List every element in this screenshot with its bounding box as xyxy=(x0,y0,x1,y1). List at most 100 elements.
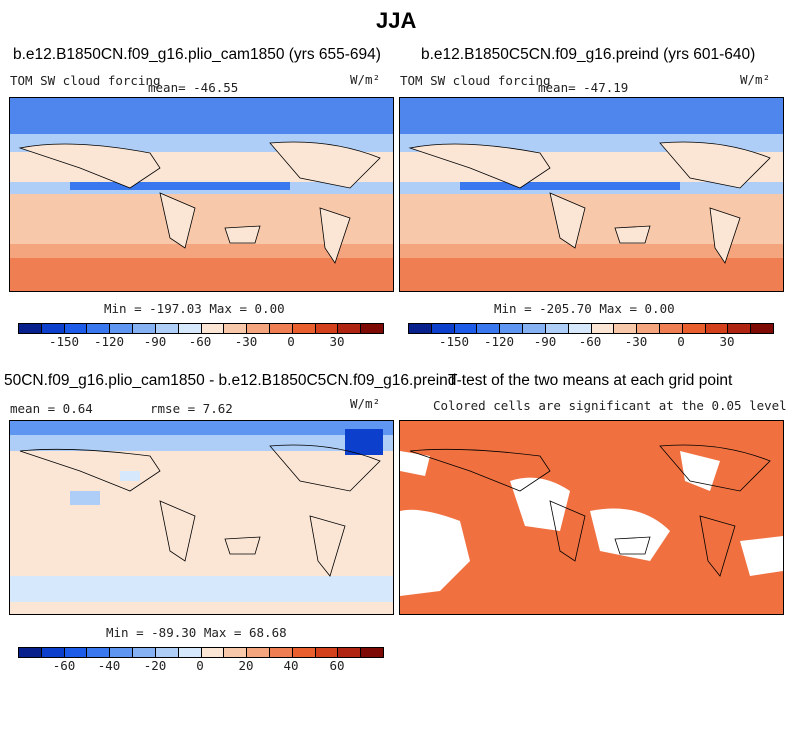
colorbar-swatch xyxy=(591,324,615,333)
colorbar-swatch xyxy=(41,648,65,657)
panel2-colorbar xyxy=(408,323,774,334)
colorbar-swatch xyxy=(361,648,383,657)
panel4-title: T-test of the two means at each grid poi… xyxy=(448,372,733,389)
colorbar-tick-label: -30 xyxy=(234,334,258,349)
panel1-map xyxy=(9,97,394,292)
colorbar-tick-label: -120 xyxy=(483,334,515,349)
panel2-colorbar-ticks: -150 -120 -90 -60 -30 0 30 xyxy=(408,334,772,350)
panel3-colorbar-ticks: -60 -40 -20 0 20 40 60 xyxy=(18,658,382,674)
panel1-title: b.e12.B1850CN.f09_g16.plio_cam1850 (yrs … xyxy=(13,46,381,63)
colorbar-tick-label: 20 xyxy=(238,658,254,673)
panel2-units: W/m² xyxy=(740,72,771,87)
panel3-map-svg xyxy=(10,421,393,614)
colorbar-swatch xyxy=(19,324,42,333)
colorbar-swatch xyxy=(133,324,156,333)
colorbar-swatch xyxy=(659,324,683,333)
colorbar-swatch xyxy=(523,324,546,333)
panel1-variable: TOM SW cloud forcing xyxy=(10,73,161,88)
colorbar-tick-label: -60 xyxy=(188,334,212,349)
colorbar-swatch xyxy=(155,648,179,657)
colorbar-swatch xyxy=(338,324,362,333)
panel3-minmax: Min = -89.30 Max = 68.68 xyxy=(106,625,287,640)
panel2-mean: mean= -47.19 xyxy=(538,80,629,95)
colorbar-swatch xyxy=(751,324,773,333)
colorbar-tick-label: -60 xyxy=(52,658,76,673)
colorbar-swatch xyxy=(454,324,478,333)
colorbar-swatch xyxy=(338,648,362,657)
colorbar-swatch xyxy=(110,648,134,657)
colorbar-swatch xyxy=(292,648,316,657)
colorbar-swatch xyxy=(477,324,501,333)
colorbar-swatch xyxy=(87,648,111,657)
colorbar-swatch xyxy=(133,648,156,657)
panel3-title-clip: 50CN.f09_g16.plio_cam1850 - b.e12.B1850C… xyxy=(0,372,460,392)
colorbar-swatch xyxy=(409,324,432,333)
colorbar-swatch xyxy=(155,324,179,333)
panel3-units: W/m² xyxy=(350,396,381,411)
panel3-colorbar xyxy=(18,647,384,658)
panel4-subtitle: Colored cells are significant at the 0.0… xyxy=(433,398,787,413)
colorbar-swatch xyxy=(637,324,660,333)
colorbar-swatch xyxy=(247,648,270,657)
colorbar-swatch xyxy=(178,648,202,657)
colorbar-swatch xyxy=(269,324,293,333)
colorbar-swatch xyxy=(292,324,316,333)
colorbar-swatch xyxy=(247,324,270,333)
colorbar-swatch xyxy=(361,324,383,333)
panel1-mean: mean= -46.55 xyxy=(148,80,239,95)
panel1-colorbar-ticks: -150 -120 -90 -60 -30 0 30 xyxy=(18,334,382,350)
colorbar-swatch xyxy=(110,324,134,333)
colorbar-swatch xyxy=(431,324,455,333)
colorbar-tick-label: 30 xyxy=(719,334,735,349)
panel3-rmse: rmse = 7.62 xyxy=(150,401,233,416)
panel1-minmax: Min = -197.03 Max = 0.00 xyxy=(104,301,285,316)
colorbar-swatch xyxy=(545,324,569,333)
panel2-variable: TOM SW cloud forcing xyxy=(400,73,551,88)
colorbar-swatch xyxy=(614,324,638,333)
colorbar-swatch xyxy=(19,648,42,657)
panel3-map xyxy=(9,420,394,615)
colorbar-tick-label: -150 xyxy=(48,334,80,349)
colorbar-tick-label: -90 xyxy=(533,334,557,349)
panel2-map-svg xyxy=(400,98,783,291)
colorbar-swatch xyxy=(728,324,752,333)
colorbar-swatch xyxy=(64,648,88,657)
colorbar-tick-label: 30 xyxy=(329,334,345,349)
panel2-title: b.e12.B1850C5CN.f09_g16.preind (yrs 601-… xyxy=(421,46,756,63)
colorbar-swatch xyxy=(500,324,524,333)
colorbar-tick-label: -40 xyxy=(97,658,121,673)
colorbar-tick-label: 0 xyxy=(196,658,204,673)
panel3-title: 50CN.f09_g16.plio_cam1850 - b.e12.B1850C… xyxy=(4,372,457,389)
colorbar-tick-label: -90 xyxy=(143,334,167,349)
colorbar-tick-label: 0 xyxy=(287,334,295,349)
colorbar-tick-label: -60 xyxy=(578,334,602,349)
panel1-units: W/m² xyxy=(350,72,381,87)
colorbar-swatch xyxy=(682,324,706,333)
colorbar-swatch xyxy=(201,324,225,333)
panel1-map-svg xyxy=(10,98,393,291)
panel2-minmax: Min = -205.70 Max = 0.00 xyxy=(494,301,675,316)
colorbar-tick-label: -120 xyxy=(93,334,125,349)
colorbar-tick-label: 40 xyxy=(283,658,299,673)
panel4-map xyxy=(399,420,784,615)
colorbar-swatch xyxy=(705,324,729,333)
panel4-map-svg xyxy=(400,421,783,614)
panel3-mean: mean = 0.64 xyxy=(10,401,93,416)
colorbar-tick-label: 60 xyxy=(329,658,345,673)
colorbar-swatch xyxy=(41,324,65,333)
colorbar-swatch xyxy=(269,648,293,657)
colorbar-tick-label: -30 xyxy=(624,334,648,349)
colorbar-swatch xyxy=(178,324,202,333)
colorbar-tick-label: -20 xyxy=(143,658,167,673)
colorbar-swatch xyxy=(568,324,592,333)
colorbar-swatch xyxy=(315,648,339,657)
colorbar-tick-label: 0 xyxy=(677,334,685,349)
colorbar-swatch xyxy=(224,324,248,333)
panel2-map xyxy=(399,97,784,292)
colorbar-swatch xyxy=(224,648,248,657)
colorbar-swatch xyxy=(64,324,88,333)
colorbar-swatch xyxy=(315,324,339,333)
colorbar-swatch xyxy=(201,648,225,657)
panel1-colorbar xyxy=(18,323,384,334)
colorbar-swatch xyxy=(87,324,111,333)
